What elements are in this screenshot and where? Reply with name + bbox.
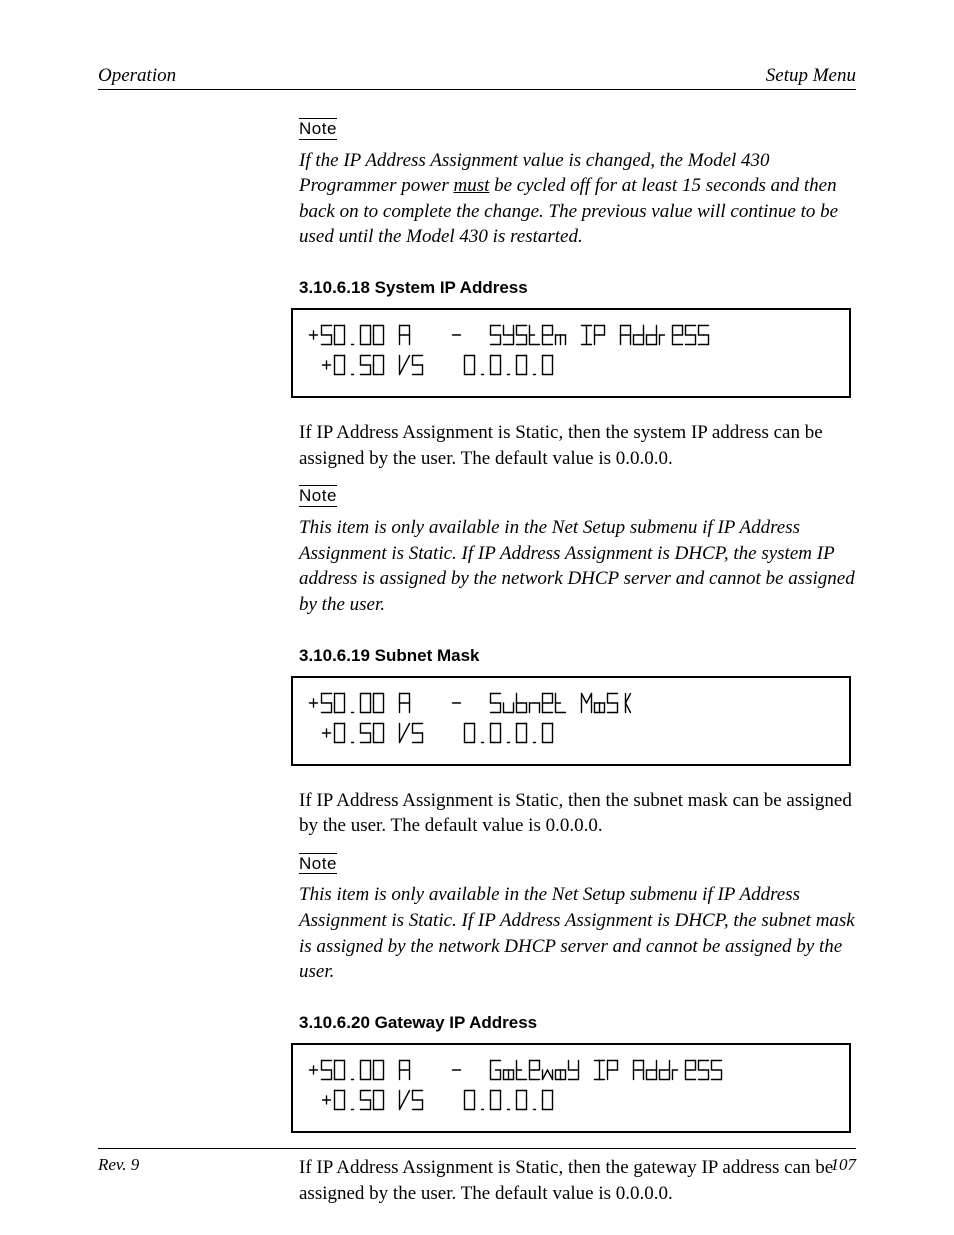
body-subnet: If IP Address Assignment is Static, then… bbox=[299, 788, 856, 839]
display-line-1 bbox=[307, 324, 835, 346]
heading-subnet: 3.10.6.19 Subnet Mask bbox=[299, 646, 856, 666]
display-line-5 bbox=[307, 1059, 835, 1081]
footer-left: Rev. 9 bbox=[98, 1155, 139, 1175]
header-rule bbox=[98, 89, 856, 90]
footer-right: 107 bbox=[831, 1155, 857, 1175]
display-line-3 bbox=[307, 692, 835, 714]
note-body-1: If the IP Address Assignment value is ch… bbox=[299, 148, 856, 251]
note-label-3: Note bbox=[299, 853, 337, 875]
note-body-2: This item is only available in the Net S… bbox=[299, 515, 856, 618]
body-system-ip: If IP Address Assignment is Static, then… bbox=[299, 420, 856, 471]
heading-system-ip: 3.10.6.18 System IP Address bbox=[299, 278, 856, 298]
note-label-1: Note bbox=[299, 118, 337, 140]
display-line-6 bbox=[307, 1089, 835, 1111]
page-footer: Rev. 9 107 bbox=[98, 1148, 856, 1175]
note-body-3: This item is only available in the Net S… bbox=[299, 882, 856, 985]
display-line-2 bbox=[307, 354, 835, 376]
header-right: Setup Menu bbox=[766, 65, 856, 87]
display-system-ip bbox=[291, 308, 851, 398]
heading-gateway: 3.10.6.20 Gateway IP Address bbox=[299, 1013, 856, 1033]
note-label-2: Note bbox=[299, 485, 337, 507]
header-left: Operation bbox=[98, 65, 176, 87]
display-line-4 bbox=[307, 722, 835, 744]
display-gateway bbox=[291, 1043, 851, 1133]
display-subnet bbox=[291, 676, 851, 766]
